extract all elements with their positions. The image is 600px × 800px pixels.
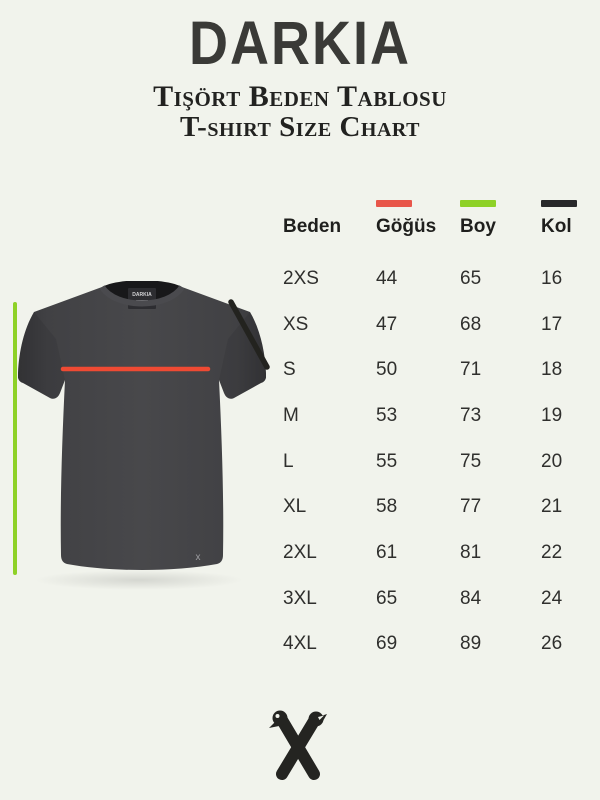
cell-sleeve: 20 [541,450,563,472]
col-header-sleeve: Kol [541,216,572,237]
cell-size: XL [283,496,307,518]
right-bird-head [308,711,324,727]
collar-band [99,285,185,307]
sleeve-measure-line [228,299,270,370]
length-color-bar [460,200,496,207]
cell-size: 2XS [283,267,319,289]
brand-logo: DARKIA [189,9,411,78]
cell-chest: 53 [376,404,398,426]
left-beak [269,722,279,728]
chest-color-bar [376,200,412,207]
cell-length: 73 [460,404,482,426]
shirt-shadow [34,570,244,590]
right-bird-eye [318,715,324,720]
legend-bars [283,194,583,207]
left-bird-head [272,710,288,726]
cell-chest: 65 [376,587,398,609]
col-header-length: Boy [460,216,496,237]
size-rows: 2XS 44 65 16 XS 47 68 17 S 50 71 18 M 53… [283,256,583,667]
cell-chest: 58 [376,496,398,518]
cell-size: 4XL [283,633,317,655]
cell-length: 84 [460,587,482,609]
table-row: 2XL 61 81 22 [283,530,583,576]
cell-length: 81 [460,541,482,563]
col-header-chest: Göğüs [376,216,437,237]
table-row: XL 58 77 21 [283,484,583,530]
right-sleeve-shade [219,312,266,399]
cell-chest: 44 [376,267,398,289]
cell-sleeve: 21 [541,496,563,518]
cell-size: L [283,450,294,472]
cell-sleeve: 19 [541,404,563,426]
cell-sleeve: 22 [541,541,563,563]
cell-length: 75 [460,450,482,472]
table-row: S 50 71 18 [283,347,583,393]
cell-chest: 61 [376,541,398,563]
length-measure-line [13,302,17,575]
footer-x-logo [269,710,327,780]
cell-size: 2XL [283,541,317,563]
cell-size: S [283,359,296,381]
cell-sleeve: 17 [541,313,563,335]
cell-chest: 69 [376,633,398,655]
tshirt-image: DARKIA x [18,281,266,570]
size-table: Beden Göğüs Boy Kol 2XS 44 65 16 XS 47 6… [283,194,583,667]
cell-sleeve: 18 [541,359,563,381]
left-bird-eye [275,714,280,718]
table-row: 3XL 65 84 24 [283,576,583,622]
column-headers: Beden Göğüs Boy Kol [283,215,583,239]
cell-chest: 47 [376,313,398,335]
table-row: 4XL 69 89 26 [283,622,583,668]
subtitle-turkish: Tişört Beden Tablosu [153,80,447,113]
cell-sleeve: 24 [541,587,563,609]
table-row: L 55 75 20 [283,439,583,485]
cell-length: 68 [460,313,482,335]
neck-label-text: DARKIA [132,292,152,298]
cell-sleeve: 26 [541,633,563,655]
table-row: XS 47 68 17 [283,302,583,348]
sleeve-color-bar [541,200,577,207]
cell-size: 3XL [283,587,317,609]
cell-size: M [283,404,299,426]
cell-size: XS [283,313,309,335]
hem-logo-text: x [196,552,201,563]
shirt-body [18,287,266,570]
cell-length: 89 [460,633,482,655]
left-sleeve-shade [18,312,65,399]
col-header-size: Beden [283,216,342,237]
cell-chest: 55 [376,450,398,472]
cell-length: 77 [460,496,482,518]
tshirt-figure: DARKIA x [0,278,290,602]
subtitle-english: T-shirt Size Chart [180,111,420,143]
cell-sleeve: 16 [541,267,563,289]
right-beak [321,714,327,721]
table-row: M 53 73 19 [283,393,583,439]
cell-length: 71 [460,359,482,381]
cell-length: 65 [460,267,482,289]
table-row: 2XS 44 65 16 [283,256,583,302]
cell-chest: 50 [376,359,398,381]
